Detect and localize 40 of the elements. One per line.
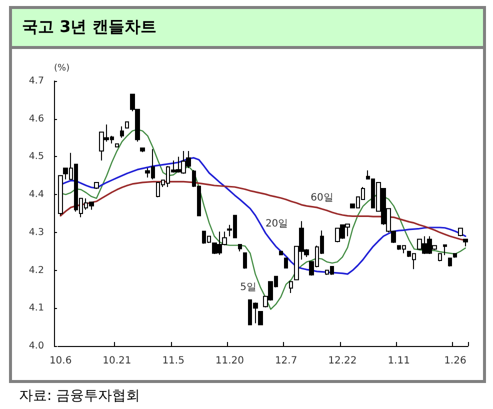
x-tick-label: 1.11: [388, 356, 410, 366]
x-tick-label: 1.26: [444, 356, 466, 366]
candlestick: [120, 126, 124, 138]
y-tick-label: 4.5: [28, 151, 44, 162]
x-tick-label: 11.20: [215, 356, 244, 366]
candlestick: [115, 143, 119, 148]
y-axis-title: (%): [54, 64, 70, 74]
series-label: 20일: [265, 218, 288, 230]
candlestick: [243, 252, 247, 270]
candlestick: [448, 258, 452, 267]
x-tick-label: 12.7: [274, 356, 298, 366]
y-tick-label: 4.3: [28, 226, 44, 238]
candlestick: [463, 238, 468, 247]
y-tick-label: 4.7: [28, 76, 44, 86]
candlestick: [458, 228, 463, 237]
candlestick: [453, 253, 457, 258]
text: 자료: 금융투자협회: [19, 388, 140, 404]
series-label: 60일: [310, 192, 334, 204]
candlestick: [58, 175, 63, 216]
x-tick-label: 12.22: [328, 356, 357, 366]
candlestick: [279, 250, 283, 256]
x-tick-label: 10.21: [102, 356, 132, 366]
candlestick: [140, 148, 145, 153]
series-label: 5일: [240, 282, 256, 293]
candlestick: [258, 311, 263, 326]
x-tick-label: 10.6: [49, 356, 72, 366]
x-tick-label: 11.5: [162, 356, 184, 366]
y-tick-label: 4.0: [28, 340, 44, 352]
candlestick: [125, 121, 129, 129]
candlestick: [94, 182, 99, 190]
candlestick: [438, 253, 442, 262]
candlestick: [238, 244, 242, 252]
y-tick-label: 4.1: [28, 302, 44, 314]
candlestick: [284, 258, 288, 269]
y-tick-label: 4.6: [28, 113, 44, 124]
y-tick-label: 4.4: [28, 189, 44, 200]
candlestick: [289, 281, 293, 294]
candlestick: [443, 244, 447, 256]
y-tick-label: 4.2: [28, 264, 44, 276]
chart-title: 국고 3년 캔들차트: [22, 17, 156, 38]
